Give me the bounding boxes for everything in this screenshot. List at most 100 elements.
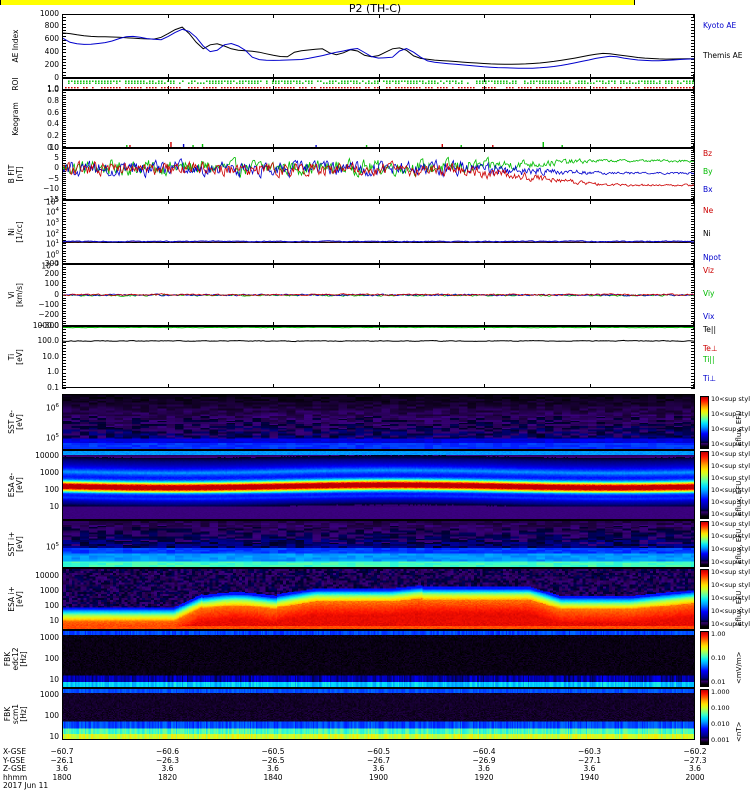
colorbar-label-cb_esa_e-0: 10<sup style="font-size:5.5px">8</sup> bbox=[711, 449, 750, 458]
plot-keogram bbox=[126, 142, 563, 147]
xaxis-tick-hhmm-4: 1920 bbox=[474, 772, 494, 782]
tick-ti bbox=[62, 384, 66, 386]
tick-ti bbox=[62, 338, 66, 340]
colorbar-cb_fbk_e bbox=[700, 631, 709, 687]
tick-bfit bbox=[62, 154, 66, 156]
xtick bbox=[167, 14, 169, 18]
tick-vi bbox=[62, 287, 66, 289]
xtick bbox=[62, 384, 63, 388]
tick-ni bbox=[691, 224, 695, 225]
ytick-esa_i-2: 100 bbox=[44, 600, 59, 610]
colorbar-cb_sst_i bbox=[700, 521, 709, 567]
xtick bbox=[167, 384, 169, 388]
tick-bfit bbox=[62, 181, 66, 183]
tick-ti bbox=[691, 344, 695, 346]
tick-bfit bbox=[62, 152, 66, 154]
xtick bbox=[62, 264, 63, 268]
colorbar-title-cb_esa_i: Eflux, EFU bbox=[735, 590, 743, 626]
colorbar-label-cb_esa_e-4: 10<sup style="font-size:5.5px">4</sup> bbox=[711, 497, 750, 506]
xtick bbox=[273, 264, 274, 268]
tick-vi bbox=[691, 274, 695, 276]
tick-vi bbox=[691, 305, 695, 307]
xtick bbox=[378, 144, 380, 148]
tick-ti bbox=[62, 350, 66, 352]
series-label-Ni: Ni bbox=[703, 229, 711, 238]
xtick bbox=[484, 14, 485, 18]
ytick-vi-2: 100 bbox=[44, 279, 59, 289]
xaxis-tick-y_gse-5: −27.1 bbox=[578, 755, 601, 765]
xtick bbox=[167, 322, 169, 326]
tick-keogram bbox=[691, 124, 695, 126]
tick-ti bbox=[691, 360, 695, 362]
xtick bbox=[589, 326, 591, 330]
xtick bbox=[167, 144, 169, 148]
tick-keogram bbox=[62, 99, 66, 101]
tick-ni bbox=[691, 240, 695, 241]
ytick-ae-4: 200 bbox=[44, 59, 59, 69]
tick-vi bbox=[62, 318, 66, 320]
tick-ae bbox=[62, 49, 66, 51]
xaxis-tick-y_gse-0: −26.1 bbox=[50, 755, 74, 765]
tick-vi bbox=[691, 307, 695, 309]
ytick-fbk_s-1: 100 bbox=[44, 710, 59, 720]
xtick bbox=[273, 86, 274, 90]
tick-keogram bbox=[691, 110, 695, 112]
xaxis-tick-hhmm-5: 1940 bbox=[579, 772, 600, 782]
tick-ni bbox=[691, 205, 695, 207]
ytick-sst_e-0: 106 bbox=[45, 402, 59, 412]
tick-vi bbox=[62, 279, 66, 281]
xtick bbox=[693, 74, 694, 78]
plot-roi bbox=[65, 80, 694, 89]
tick-ae bbox=[62, 23, 66, 25]
xtick bbox=[693, 14, 694, 18]
xtick bbox=[693, 384, 694, 388]
tick-vi bbox=[62, 292, 66, 294]
xaxis-tick-y_gse-2: −26.5 bbox=[261, 755, 285, 765]
ytick-ni-4: 101 bbox=[45, 239, 59, 249]
tick-ae bbox=[62, 42, 66, 44]
series-label-Te: Te⊥ bbox=[703, 344, 718, 353]
tick-ni bbox=[691, 213, 695, 215]
series-label-Ti: Ti|| bbox=[703, 355, 715, 364]
tick-vi bbox=[691, 297, 695, 299]
xtick bbox=[378, 326, 380, 330]
tick-bfit bbox=[62, 150, 66, 152]
tick-ni bbox=[62, 258, 66, 260]
tick-keogram bbox=[691, 113, 695, 115]
tick-vi bbox=[691, 289, 695, 291]
xtick bbox=[589, 148, 591, 152]
tick-bfit bbox=[691, 154, 695, 156]
tick-keogram bbox=[691, 136, 695, 138]
xtick bbox=[378, 384, 380, 388]
ytick-bfit-5: −15 bbox=[43, 194, 59, 204]
xaxis-tick-x_gse-0: −60.7 bbox=[50, 747, 74, 756]
tick-ae bbox=[62, 71, 66, 73]
tick-ni bbox=[62, 234, 66, 236]
colorbar-label-cb_fbk_s-0: 1.000 bbox=[711, 687, 730, 696]
ytick-ti-0: 1000.0 bbox=[32, 320, 59, 330]
tick-ni bbox=[62, 208, 66, 209]
xtick bbox=[62, 516, 63, 520]
tick-bfit bbox=[691, 156, 695, 158]
xtick bbox=[589, 14, 591, 18]
xtick bbox=[62, 200, 63, 204]
colorbar-label-cb_fbk_s-2: 0.010 bbox=[711, 719, 730, 728]
tick-ni bbox=[691, 232, 695, 233]
tick-keogram bbox=[691, 99, 695, 101]
xtick bbox=[378, 264, 380, 268]
ytick-bfit-3: −5 bbox=[47, 173, 59, 183]
colorbar-label-cb_fbk_e-1: 0.10 bbox=[711, 653, 726, 662]
tick-bfit bbox=[691, 175, 695, 177]
spectrogram-esa_e bbox=[63, 451, 694, 519]
xtick bbox=[589, 90, 591, 94]
tick-ni bbox=[62, 253, 66, 255]
colorbar-label-cb_fbk_e-2: 0.01 bbox=[711, 677, 726, 686]
xaxis-tick-hhmm-1: 1820 bbox=[157, 772, 178, 782]
tick-ae bbox=[691, 26, 695, 28]
ytick-esa_e-3: 10 bbox=[49, 501, 59, 511]
ytick-esa_i-3: 10 bbox=[49, 615, 59, 625]
xtick bbox=[484, 148, 485, 152]
tick-vi bbox=[62, 310, 66, 312]
xtick bbox=[378, 90, 380, 94]
tick-ti bbox=[691, 366, 695, 368]
